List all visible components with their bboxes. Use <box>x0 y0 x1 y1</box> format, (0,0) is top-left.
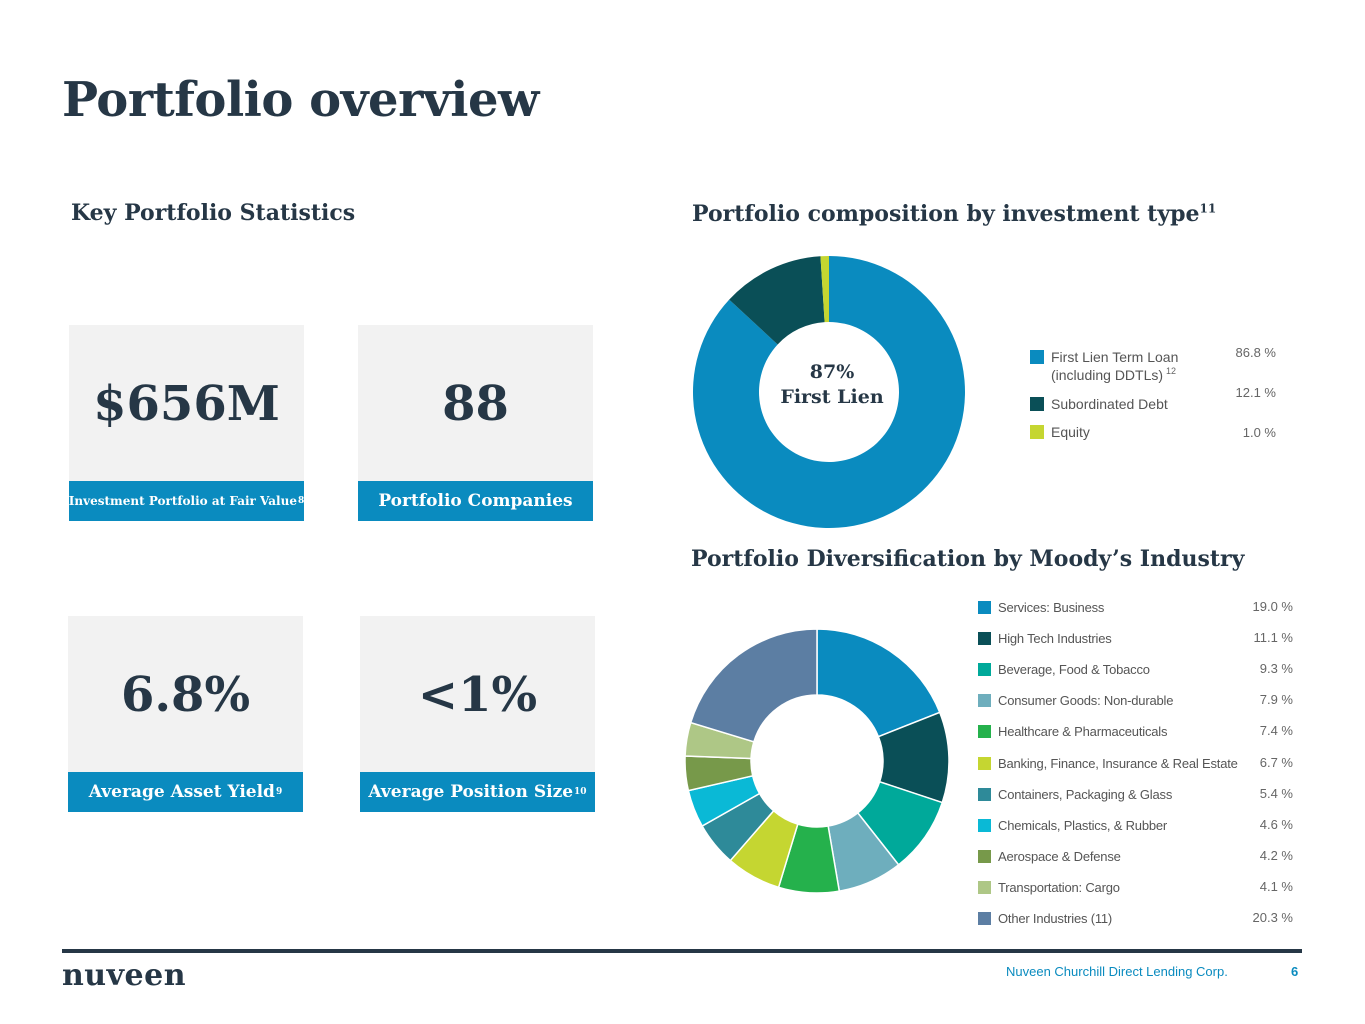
legend-value: 7.9 % <box>1259 692 1293 707</box>
legend-swatch <box>978 663 991 676</box>
legend-item-industry: Healthcare & Pharmaceuticals <box>978 724 1167 740</box>
nuveen-logo: nuveen <box>62 958 187 993</box>
legend-swatch <box>978 850 991 863</box>
stats-section-title: Key Portfolio Statistics <box>71 200 356 226</box>
legend-swatch <box>978 788 991 801</box>
legend-item-industry: Aerospace & Defense <box>978 849 1121 865</box>
stat-label: Average Position Size 10 <box>360 772 595 812</box>
legend-swatch <box>978 694 991 707</box>
legend-swatch <box>978 725 991 738</box>
slice-subordinated-debt <box>729 256 825 345</box>
stat-card-asset-yield: 6.8% Average Asset Yield 9 <box>68 616 303 812</box>
industry-donut-chart <box>684 628 950 894</box>
legend-item-industry: Consumer Goods: Non-durable <box>978 693 1173 709</box>
legend-swatch <box>978 819 991 832</box>
slice-services-business <box>816 628 941 738</box>
legend-swatch <box>1030 397 1044 411</box>
slice-other-industries-11 <box>689 628 818 743</box>
legend-item-industry: Other Industries (11) <box>978 911 1112 927</box>
legend-value: 7.4 % <box>1259 723 1293 738</box>
stat-card-position-size: <1% Average Position Size 10 <box>360 616 595 812</box>
footer-company-name: Nuveen Churchill Direct Lending Corp. <box>1006 964 1228 979</box>
legend-item-industry: Chemicals, Plastics, & Rubber <box>978 818 1167 834</box>
legend-value: 20.3 % <box>1252 910 1293 925</box>
legend-item-industry: Services: Business <box>978 600 1104 616</box>
stat-value: 6.8% <box>120 667 251 723</box>
stat-card-companies: 88 Portfolio Companies <box>358 325 593 521</box>
legend-value: 9.3 % <box>1259 661 1293 676</box>
legend-item-industry: Banking, Finance, Insurance & Real Estat… <box>978 756 1238 772</box>
legend-item-equity: Equity <box>1030 423 1090 441</box>
legend-swatch <box>1030 350 1044 364</box>
page-number: 6 <box>1291 964 1299 979</box>
legend-value: 19.0 % <box>1252 599 1293 614</box>
legend-swatch <box>978 881 991 894</box>
legend-value: 6.7 % <box>1259 755 1293 770</box>
legend-item-industry: Containers, Packaging & Glass <box>978 787 1172 803</box>
legend-value: 4.2 % <box>1259 848 1293 863</box>
slice-equity <box>820 256 829 323</box>
industry-chart-title: Portfolio Diversification by Moody’s Ind… <box>691 546 1245 572</box>
legend-item-industry: Beverage, Food & Tobacco <box>978 662 1150 678</box>
stat-value: 88 <box>442 376 509 432</box>
stat-value: $656M <box>93 376 280 432</box>
legend-swatch <box>978 632 991 645</box>
legend-value: 4.1 % <box>1259 879 1293 894</box>
legend-item-subordinated-debt: Subordinated Debt <box>1030 395 1168 413</box>
legend-value: 86.8 % <box>1235 345 1276 360</box>
stat-label: Investment Portfolio at Fair Value 8 <box>69 481 304 521</box>
stat-label: Portfolio Companies <box>358 481 593 521</box>
donut-center-label: 87% First Lien <box>780 361 884 408</box>
slice-first-lien-term-loan-including-ddtls <box>693 256 965 528</box>
legend-value: 12.1 % <box>1235 385 1276 400</box>
stat-label: Average Asset Yield 9 <box>68 772 303 812</box>
stat-card-fair-value: $656M Investment Portfolio at Fair Value… <box>69 325 304 521</box>
legend-item-industry: Transportation: Cargo <box>978 880 1120 896</box>
legend-swatch <box>978 912 991 925</box>
legend-value: 1.0 % <box>1242 425 1276 440</box>
legend-value: 4.6 % <box>1259 817 1293 832</box>
composition-chart-title: Portfolio composition by investment type… <box>692 201 1217 227</box>
legend-item-industry: High Tech Industries <box>978 631 1112 647</box>
legend-value: 5.4 % <box>1259 786 1293 801</box>
stat-value: <1% <box>417 667 538 723</box>
legend-value: 11.1 % <box>1253 630 1293 645</box>
footer-divider <box>62 949 1302 953</box>
legend-swatch <box>978 601 991 614</box>
legend-swatch <box>1030 425 1044 439</box>
page-title: Portfolio overview <box>62 72 539 128</box>
composition-donut-chart <box>693 256 965 528</box>
legend-swatch <box>978 757 991 770</box>
legend-item-first-lien: First Lien Term Loan (including DDTLs) 12 <box>1030 348 1178 384</box>
